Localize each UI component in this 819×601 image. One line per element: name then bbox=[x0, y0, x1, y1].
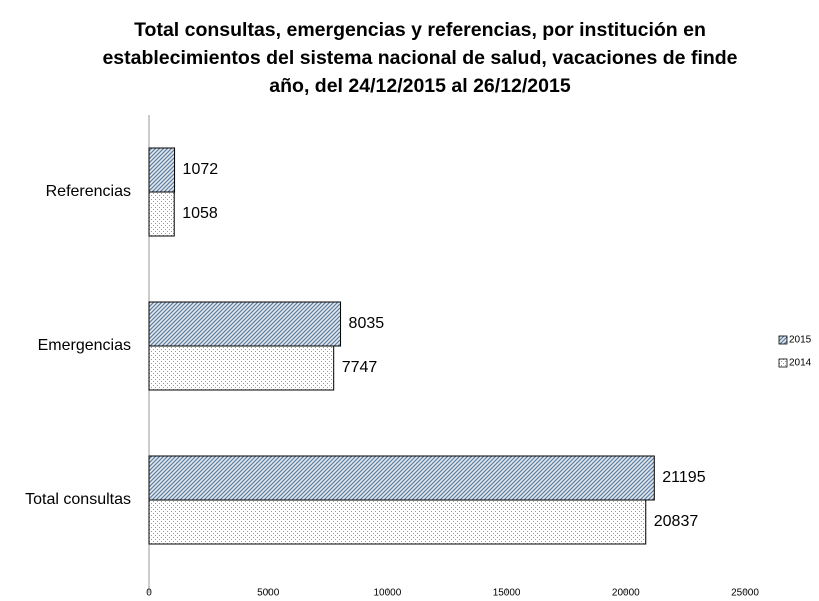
data-label: 20837 bbox=[654, 513, 699, 530]
x-tick-label: 15000 bbox=[493, 588, 521, 599]
bar bbox=[148, 499, 647, 545]
data-label: 8035 bbox=[349, 315, 385, 332]
y-tick-label: Referencias bbox=[46, 183, 131, 200]
x-tick-label: 0 bbox=[146, 588, 152, 599]
data-label: 21195 bbox=[662, 469, 705, 486]
legend-swatch bbox=[778, 358, 788, 368]
y-tick-label: Total consultas bbox=[25, 491, 131, 508]
bar bbox=[148, 191, 175, 237]
bar bbox=[148, 301, 342, 347]
bar bbox=[148, 455, 655, 501]
bar bbox=[148, 147, 176, 193]
data-label: 1072 bbox=[183, 161, 219, 178]
x-tick-label: 25000 bbox=[731, 588, 759, 599]
bar bbox=[148, 345, 335, 391]
data-label: 1058 bbox=[182, 205, 218, 222]
y-tick-label: Emergencias bbox=[38, 337, 131, 354]
x-tick-label: 20000 bbox=[612, 588, 640, 599]
legend-label: 2014 bbox=[789, 358, 812, 369]
x-tick-label: 5000 bbox=[257, 588, 280, 599]
x-tick-label: 10000 bbox=[373, 588, 401, 599]
data-label: 7747 bbox=[342, 359, 378, 376]
legend-swatch bbox=[778, 335, 788, 345]
chart-title: Total consultas, emergencias y referenci… bbox=[102, 19, 738, 97]
legend-label: 2015 bbox=[789, 335, 812, 346]
